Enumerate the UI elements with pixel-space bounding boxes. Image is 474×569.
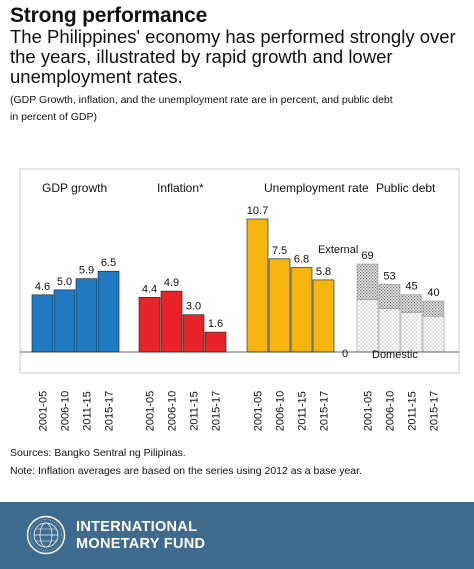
tick-label-public-debt-2001-05: 2001-05 — [363, 391, 375, 431]
imf-seal-icon — [26, 515, 66, 555]
data-label-gdp-growth-2015-17: 6.5 — [101, 257, 116, 269]
bar-debt-external-2006-10 — [378, 284, 401, 309]
bar-unemployment-rate-2011-15 — [290, 267, 313, 353]
units-note: (GDP Growth, inflation, and the unemploy… — [10, 92, 468, 126]
tick-label-gdp-growth-2015-17: 2015-17 — [104, 391, 116, 431]
data-label-debt-2006-10: 53 — [383, 270, 395, 282]
data-label-gdp-growth-2006-10: 5.0 — [57, 276, 72, 288]
bar-debt-external-2015-17 — [422, 300, 445, 317]
data-label-debt-2011-15: 45 — [405, 281, 417, 293]
tick-label-public-debt-2011-15: 2011-15 — [407, 391, 419, 431]
bar-inflation-2006-10 — [160, 290, 183, 353]
bar-debt-domestic-2015-17 — [422, 316, 445, 353]
series-label-external: External — [318, 244, 358, 256]
organization-name-line-2: MONETARY FUND — [76, 536, 206, 552]
panel-title-gdp-growth: GDP growth — [42, 181, 107, 195]
organization-name-line-1: INTERNATIONAL — [76, 519, 198, 535]
tick-label-gdp-growth-2011-15: 2011-15 — [82, 391, 94, 431]
data-label-gdp-growth-2011-15: 5.9 — [79, 265, 94, 277]
chart-area: GDP growth 4.6 2001-05 5.0 2006-10 5.9 2011-15… — [0, 155, 474, 445]
bar-debt-domestic-2011-15 — [400, 312, 423, 353]
panel-title-public-debt: Public debt — [376, 181, 436, 195]
tick-label-unemployment-rate-2015-17: 2015-17 — [319, 391, 331, 431]
bar-chart: GDP growth 4.6 2001-05 5.0 2006-10 5.9 2011-15… — [19, 168, 460, 431]
bar-unemployment-rate-2015-17 — [312, 279, 335, 353]
sources-block: Sources: Bangko Sentral ng Pilipinas. No… — [10, 444, 362, 480]
bar-debt-domestic-2006-10 — [378, 308, 401, 353]
panel-title-unemployment-rate: Unemployment rate — [264, 181, 369, 195]
data-label-unemployment-rate-2006-10: 7.5 — [272, 245, 287, 257]
tick-label-unemployment-rate-2006-10: 2006-10 — [275, 391, 287, 431]
bar-unemployment-rate-2006-10 — [268, 258, 291, 353]
chart-subtitle: The Philippines' economy has performed s… — [10, 26, 456, 87]
bar-inflation-2001-05 — [138, 297, 161, 353]
footer-band: INTERNATIONAL MONETARY FUND — [0, 502, 474, 569]
series-label-domestic: Domestic — [372, 349, 418, 361]
data-label-inflation-2015-17: 1.6 — [208, 318, 223, 330]
tick-label-public-debt-2006-10: 2006-10 — [385, 391, 397, 431]
data-label-gdp-growth-2001-05: 4.6 — [35, 281, 50, 293]
bar-debt-external-2001-05 — [356, 263, 379, 300]
tick-label-gdp-growth-2006-10: 2006-10 — [60, 391, 72, 431]
bar-gdp-growth-2006-10 — [53, 289, 76, 353]
data-label-debt-2015-17: 40 — [427, 287, 439, 299]
bar-debt-external-2011-15 — [400, 294, 423, 313]
bar-inflation-2011-15 — [182, 314, 205, 353]
bar-gdp-growth-2015-17 — [97, 270, 120, 353]
bar-gdp-growth-2011-15 — [75, 278, 98, 353]
tick-label-inflation-2015-17: 2015-17 — [211, 391, 223, 431]
footnote-text: Note: Inflation averages are based on th… — [10, 465, 362, 477]
sources-text: Sources: Bangko Sentral ng Pilipinas. — [10, 447, 186, 459]
data-label-inflation-2006-10: 4.9 — [164, 277, 179, 289]
tick-label-gdp-growth-2001-05: 2001-05 — [38, 391, 50, 431]
units-note-line-2: in percent of GDP) — [10, 111, 97, 123]
tick-label-public-debt-2015-17: 2015-17 — [429, 391, 441, 431]
data-label-inflation-2001-05: 4.4 — [142, 283, 157, 295]
bar-gdp-growth-2001-05 — [31, 294, 54, 353]
data-label-debt-2001-05: 69 — [361, 250, 373, 262]
chart-title: Strong performance — [10, 4, 208, 27]
bar-unemployment-rate-2001-05 — [246, 218, 269, 353]
data-label-unemployment-rate-2011-15: 6.8 — [294, 253, 309, 265]
tick-label-inflation-2001-05: 2001-05 — [145, 391, 157, 431]
data-label-unemployment-rate-2001-05: 10.7 — [247, 205, 268, 217]
chart-frame — [19, 168, 460, 374]
tick-label-inflation-2011-15: 2011-15 — [189, 391, 201, 431]
bar-debt-domestic-2001-05 — [356, 299, 379, 353]
zero-label: 0 — [342, 348, 348, 360]
organization-name: INTERNATIONAL MONETARY FUND — [76, 519, 205, 553]
bar-inflation-2015-17 — [204, 331, 227, 353]
tick-label-unemployment-rate-2001-05: 2001-05 — [253, 391, 265, 431]
tick-label-unemployment-rate-2011-15: 2011-15 — [297, 391, 309, 431]
data-label-unemployment-rate-2015-17: 5.8 — [316, 266, 331, 278]
panel-title-inflation: Inflation* — [157, 181, 204, 195]
tick-label-inflation-2006-10: 2006-10 — [167, 391, 179, 431]
units-note-line-1: (GDP Growth, inflation, and the unemploy… — [10, 94, 393, 106]
data-label-inflation-2011-15: 3.0 — [186, 301, 201, 313]
